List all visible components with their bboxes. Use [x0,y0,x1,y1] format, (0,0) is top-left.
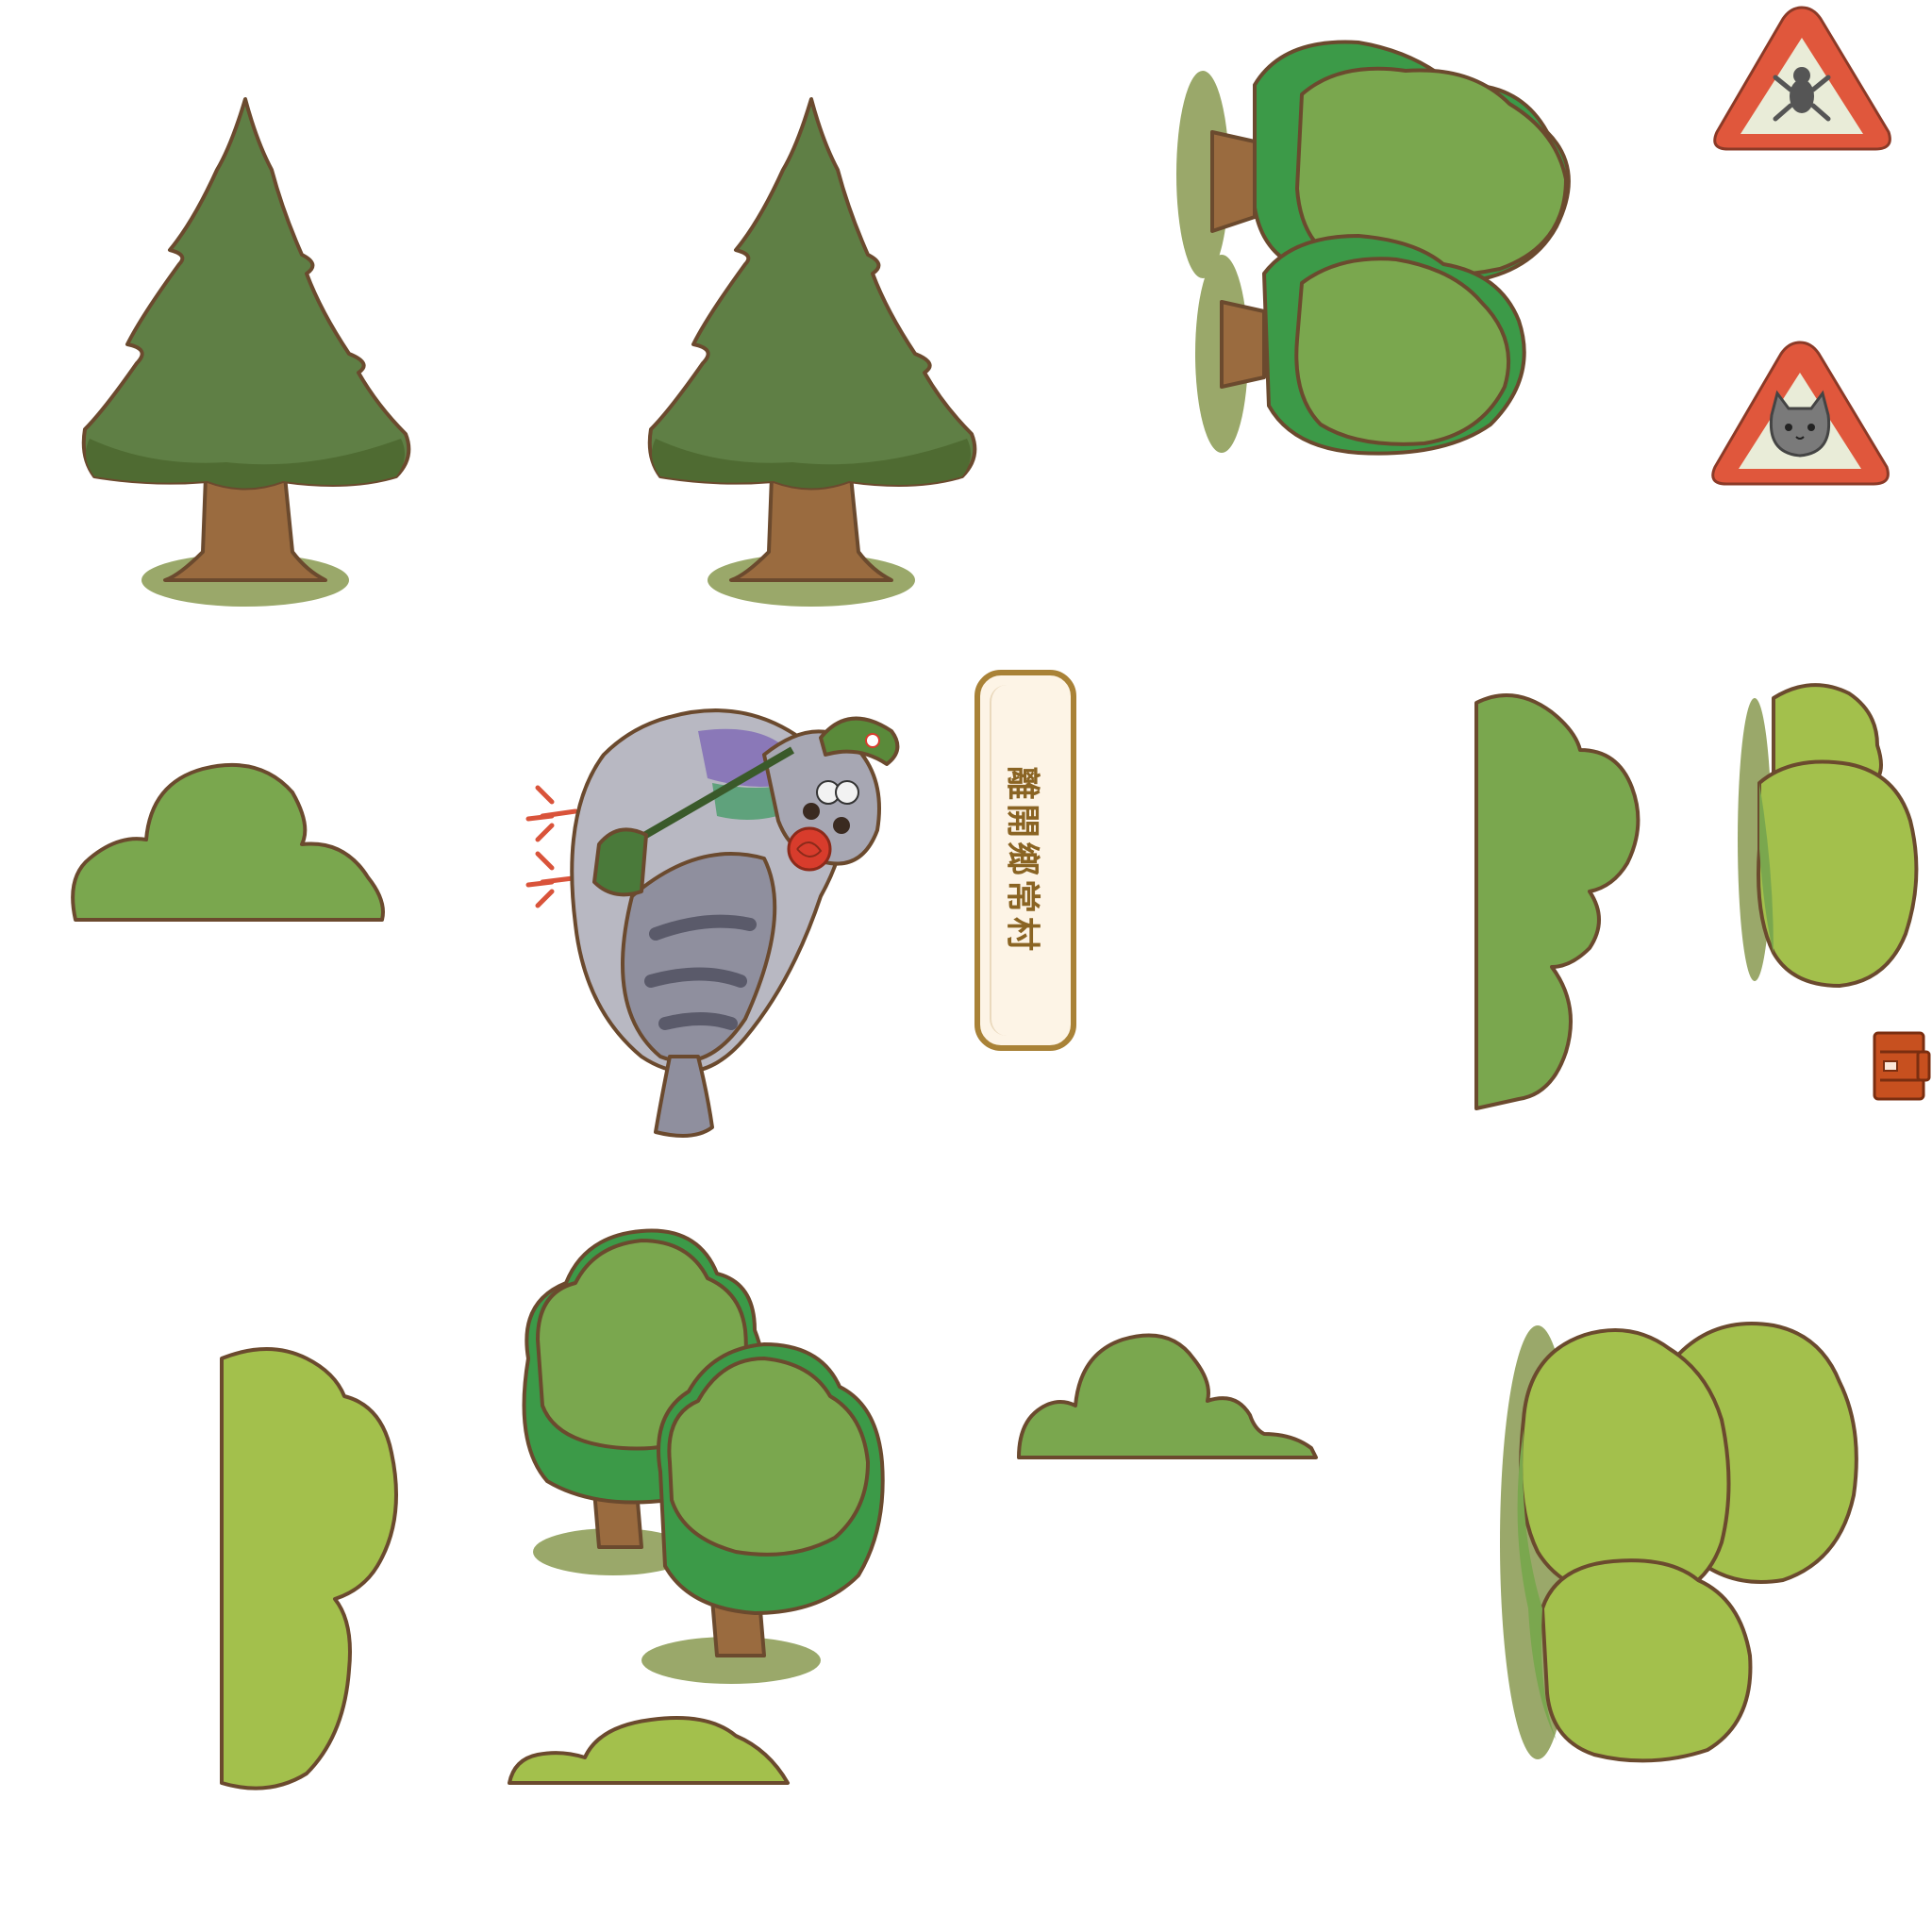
bush-tree-pair [509,1226,896,1689]
frog-warning-sign-icon [1707,0,1896,156]
bush-tree-cluster-sideways [1170,28,1623,472]
exit-village-button[interactable]: 離開鄉常村 [974,670,1076,1051]
pigeon-mail-carrier-character[interactable] [509,698,934,1141]
low-bush-1 [61,745,387,922]
light-bush-stack [1736,679,1924,1000]
exit-sign-inner-panel [990,685,1061,1036]
big-bush-cluster [1500,1297,1863,1764]
low-bush-3 [508,1712,792,1785]
exit-village-label: 離開鄉常村 [1003,765,1041,956]
cat-warning-sign-icon [1706,335,1894,491]
red-postbox-icon [1873,1024,1932,1108]
half-bush-left-bottom [220,1340,401,1792]
pine-tree-1 [38,90,453,613]
pine-tree-2 [604,90,1019,613]
low-bush-2 [1017,1321,1318,1459]
half-bush-right [1474,693,1646,1110]
